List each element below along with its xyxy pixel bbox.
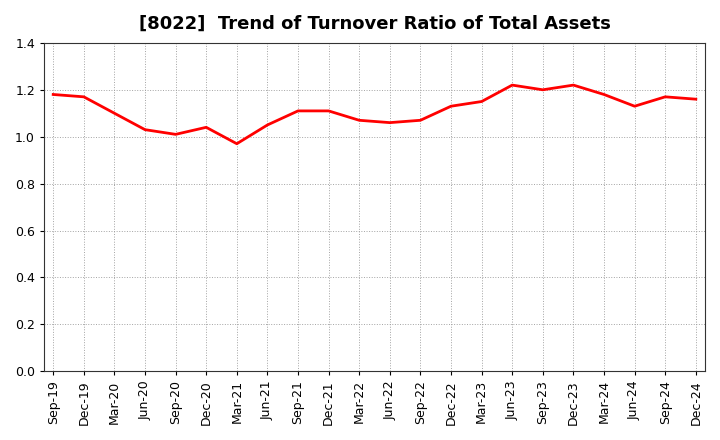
Title: [8022]  Trend of Turnover Ratio of Total Assets: [8022] Trend of Turnover Ratio of Total … [138,15,611,33]
